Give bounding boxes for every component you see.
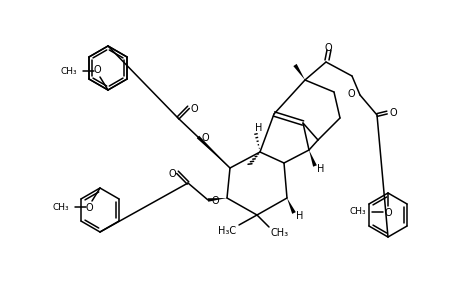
Polygon shape — [207, 198, 226, 202]
Text: O: O — [212, 196, 219, 206]
Text: H: H — [317, 164, 324, 174]
Text: CH₃: CH₃ — [349, 208, 365, 217]
Text: H: H — [296, 211, 303, 221]
Polygon shape — [308, 150, 316, 167]
Polygon shape — [196, 136, 230, 168]
Text: O: O — [85, 203, 93, 213]
Polygon shape — [293, 64, 304, 80]
Text: O: O — [93, 65, 101, 75]
Polygon shape — [286, 198, 295, 214]
Text: O: O — [190, 104, 197, 114]
Text: O: O — [347, 89, 354, 99]
Text: O: O — [383, 208, 391, 218]
Text: O: O — [202, 133, 209, 143]
Text: CH₃: CH₃ — [60, 67, 77, 76]
Text: CH₃: CH₃ — [270, 228, 289, 238]
Text: H: H — [255, 123, 262, 133]
Text: O: O — [168, 169, 175, 179]
Text: O: O — [324, 43, 331, 53]
Text: H₃C: H₃C — [218, 226, 235, 236]
Text: CH₃: CH₃ — [52, 202, 69, 211]
Text: O: O — [388, 108, 396, 118]
